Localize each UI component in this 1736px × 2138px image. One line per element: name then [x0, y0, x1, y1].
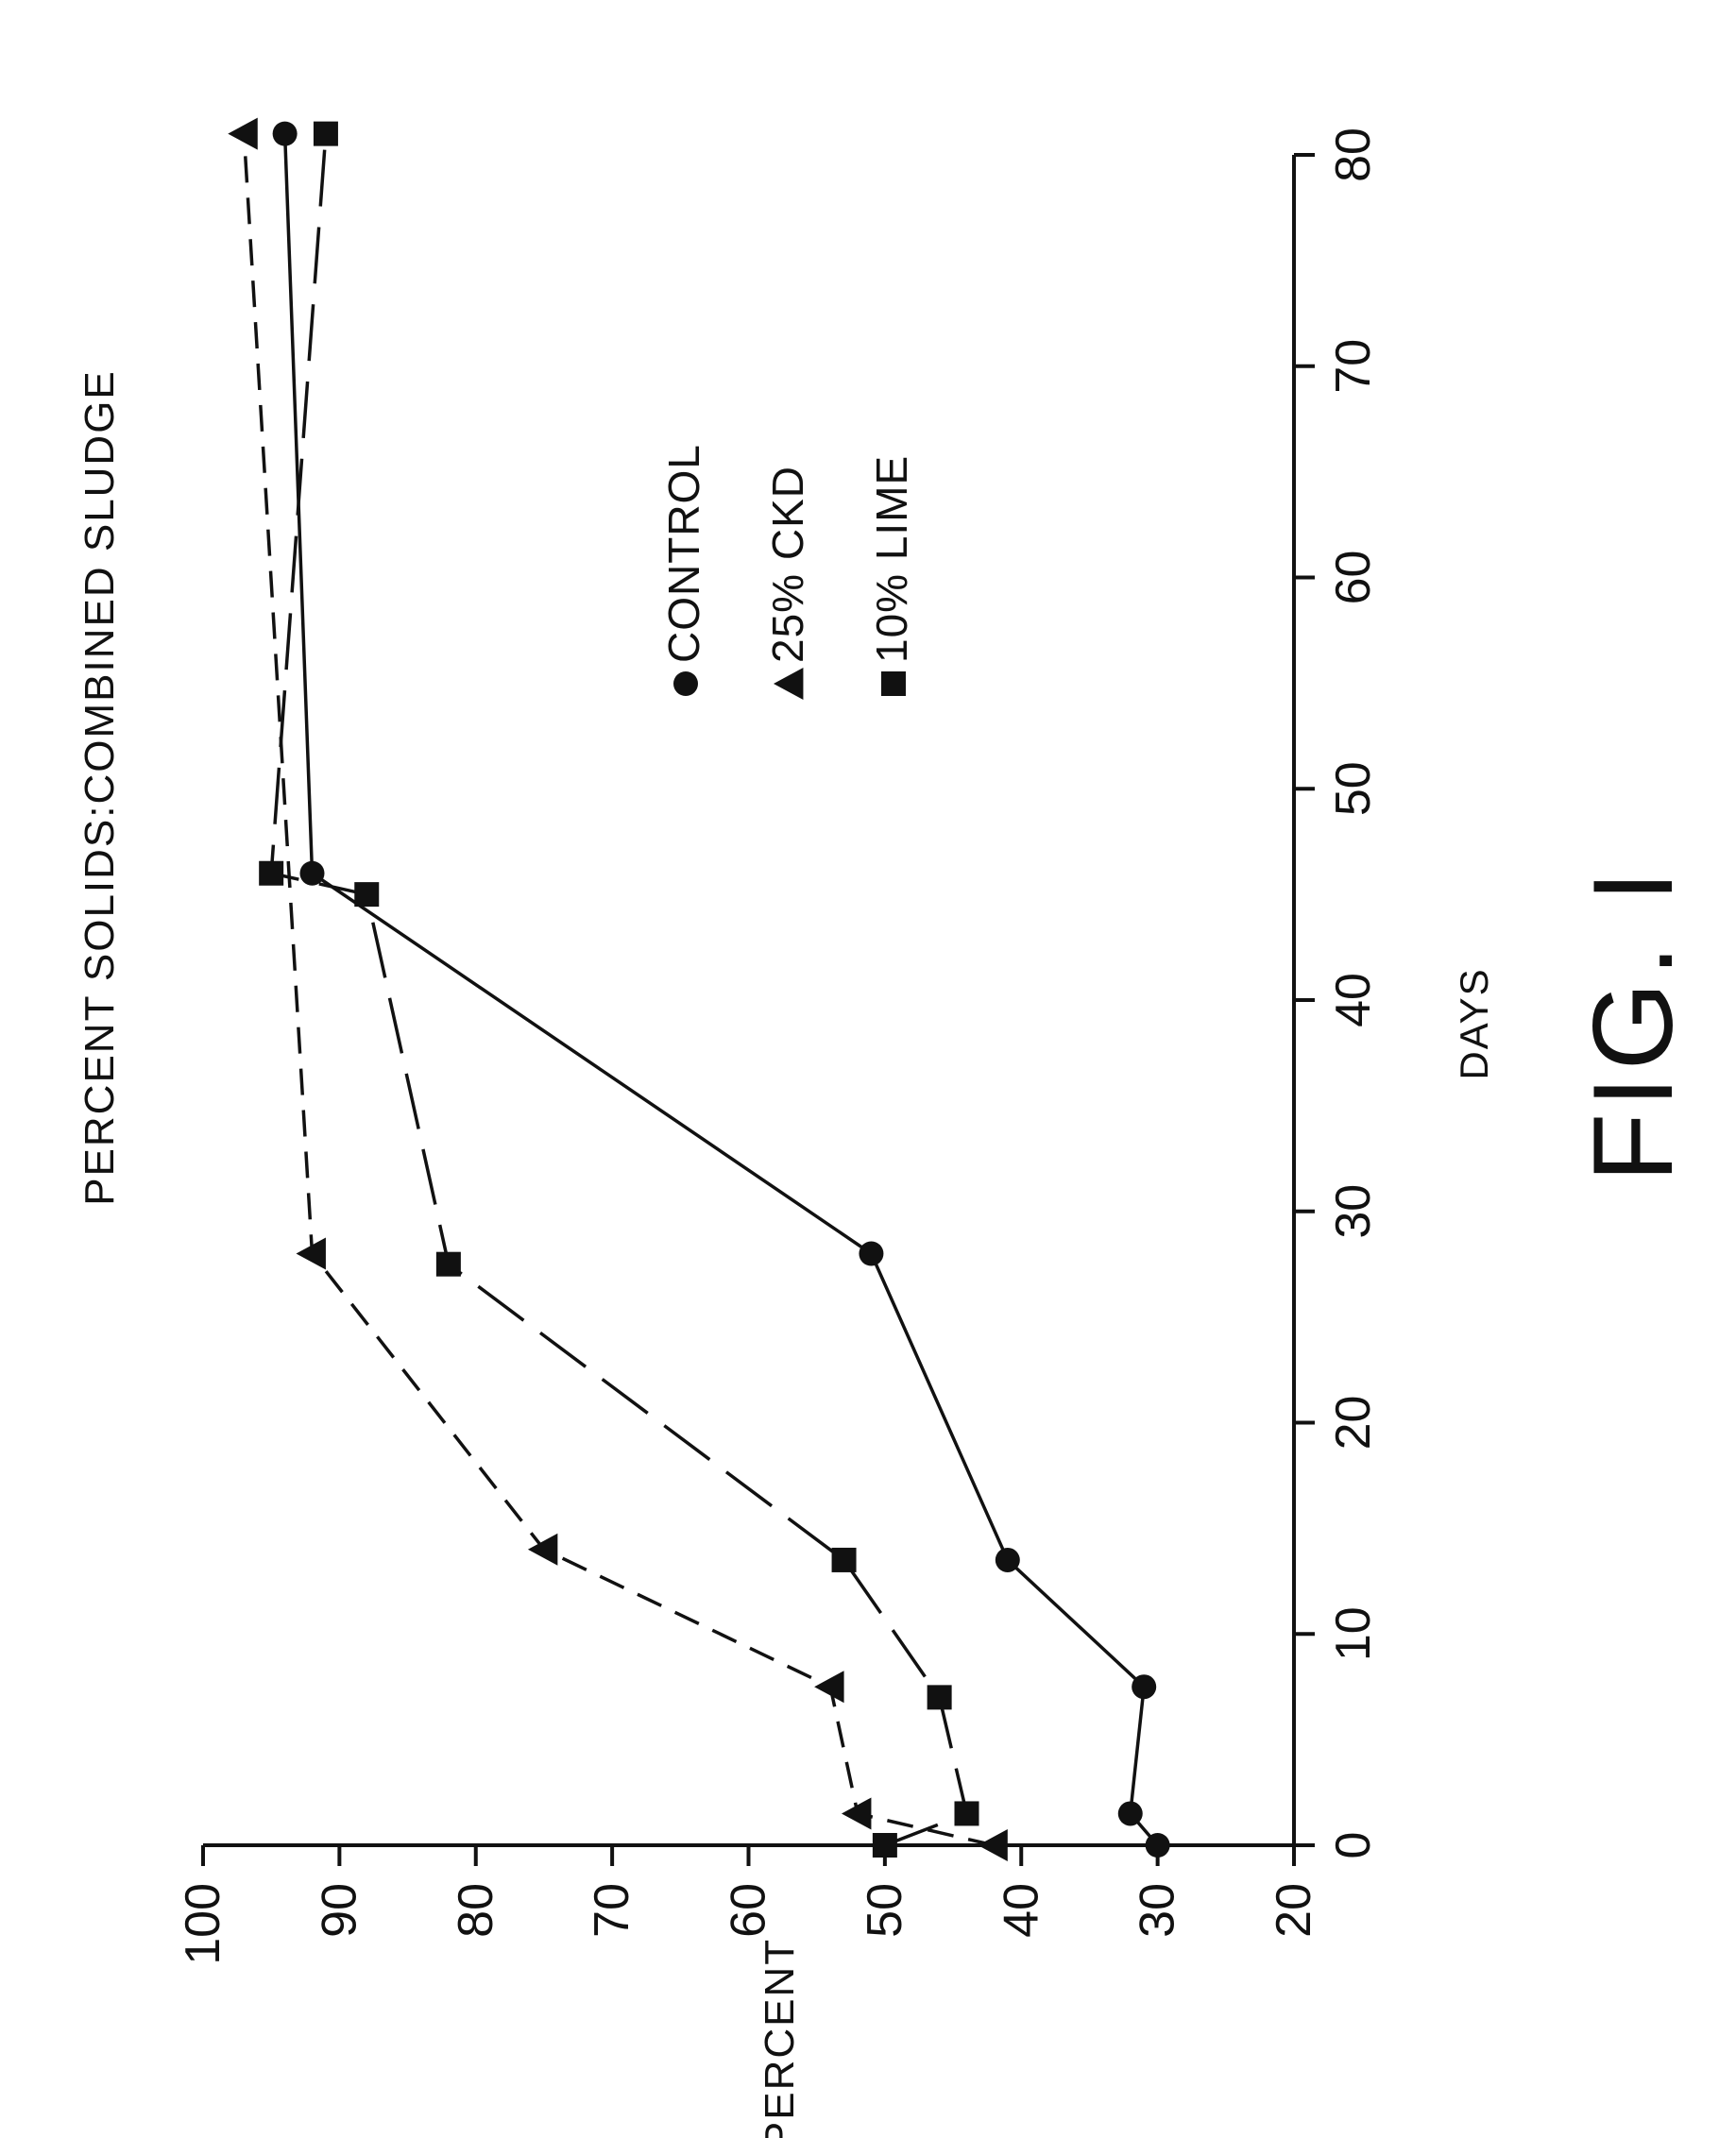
- y-tick-label: 50: [858, 1883, 912, 1938]
- data-point: [842, 1797, 871, 1829]
- series-line: [244, 134, 994, 1845]
- rotated-chart: PERCENT SOLIDS:COMBINED SLUDGE PERCENT 2…: [77, 118, 1696, 2138]
- data-point: [273, 122, 298, 146]
- series-layer: [228, 118, 1169, 1861]
- data-point: [354, 882, 379, 907]
- x-axis-label: DAYS: [1452, 967, 1496, 1079]
- y-tick-label: 100: [176, 1883, 230, 1965]
- legend: CONTROL 25% CKD 10% LIME: [659, 444, 916, 700]
- data-point: [259, 861, 283, 886]
- y-tick-label: 70: [585, 1883, 639, 1938]
- data-point: [228, 118, 257, 150]
- data-point: [859, 1242, 883, 1266]
- x-tick-label: 50: [1326, 761, 1381, 816]
- y-tick-label: 90: [312, 1883, 366, 1938]
- legend-label: 10% LIME: [867, 455, 916, 663]
- data-point: [1118, 1801, 1143, 1825]
- figure-label: FIG. I: [1570, 865, 1696, 1182]
- data-point: [528, 1534, 557, 1566]
- x-tick-label: 80: [1326, 127, 1381, 182]
- series-control: [273, 122, 1170, 1858]
- legend-marker: [881, 671, 906, 696]
- x-tick-label: 70: [1326, 339, 1381, 394]
- data-point: [955, 1801, 979, 1825]
- x-tick-label: 40: [1326, 973, 1381, 1027]
- legend-marker: [774, 668, 803, 700]
- series-line: [271, 134, 966, 1845]
- series-25-ckd: [228, 118, 1008, 1861]
- series-10-lime: [259, 122, 979, 1858]
- x-tick-label: 30: [1326, 1184, 1381, 1239]
- data-point: [300, 861, 325, 886]
- x-tick-label: 60: [1326, 551, 1381, 605]
- data-point: [436, 1252, 461, 1277]
- y-tick-label: 60: [722, 1883, 776, 1938]
- data-point: [814, 1671, 843, 1703]
- data-point: [1146, 1833, 1170, 1858]
- data-point: [978, 1829, 1007, 1861]
- x-tick-label: 10: [1326, 1606, 1381, 1661]
- x-tick-label: 20: [1326, 1396, 1381, 1451]
- legend-label: CONTROL: [659, 444, 708, 663]
- y-tick-label: 80: [449, 1883, 503, 1938]
- legend-label: 25% CKD: [763, 466, 812, 663]
- data-point: [928, 1685, 952, 1709]
- data-point: [314, 122, 338, 146]
- y-tick-label: 20: [1267, 1883, 1321, 1938]
- y-tick-label: 40: [994, 1883, 1048, 1938]
- axes: 20 30 40 50 60 70 80 90 100 0 10 20 30 40 50 60 70 80: [176, 127, 1381, 1965]
- data-point: [1132, 1674, 1156, 1699]
- chart-title: PERCENT SOLIDS:COMBINED SLUDGE: [77, 369, 123, 1206]
- data-point: [996, 1548, 1020, 1572]
- y-axis-label: PERCENT: [757, 1938, 803, 2138]
- data-point: [832, 1548, 857, 1572]
- legend-marker: [673, 671, 698, 696]
- series-line: [285, 134, 1158, 1845]
- x-tick-label: 0: [1326, 1832, 1381, 1859]
- data-point: [873, 1833, 897, 1858]
- y-tick-label: 30: [1131, 1883, 1185, 1938]
